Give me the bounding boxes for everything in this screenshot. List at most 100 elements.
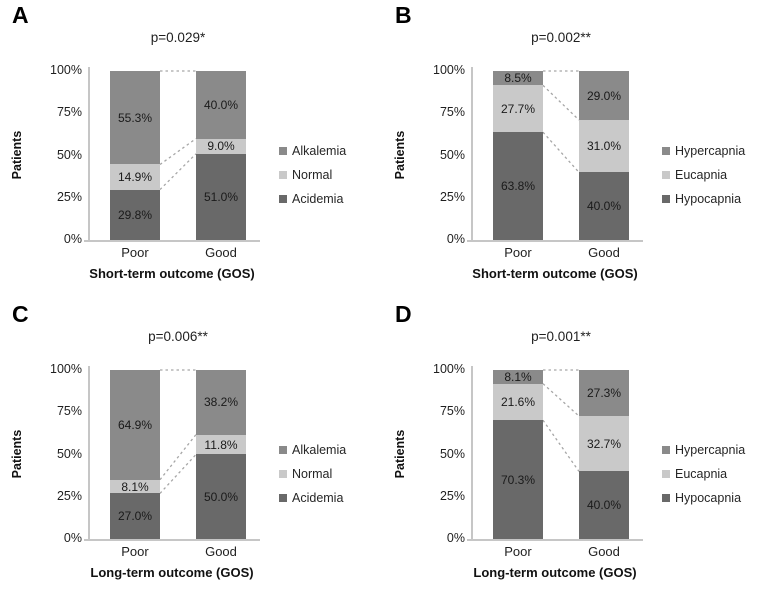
y-axis-title: Patients [10, 429, 24, 479]
legend-label: Hypocapnia [675, 192, 742, 206]
chart-panel-d: D p=0.001** Patients Long-term outcome (… [383, 299, 765, 598]
bar-segment-hypercapnia: 8.5% [493, 71, 543, 86]
stacked-bar-poor: 64.9% 8.1% 27.0% [110, 370, 160, 539]
segment-value-label: 27.0% [117, 509, 153, 524]
legend-label: Alkalemia [292, 443, 347, 457]
bar-segment-hypercapnia: 8.1% [493, 370, 543, 384]
y-tick-label: 100% [50, 63, 82, 77]
bar-segment-alkalemia: 64.9% [110, 370, 160, 480]
y-tick-label: 100% [433, 362, 465, 376]
segment-value-label: 31.0% [586, 139, 622, 154]
x-axis-title: Short-term outcome (GOS) [472, 266, 638, 281]
y-tick-label: 25% [439, 189, 465, 204]
y-axis-title: Patients [10, 130, 24, 180]
bar-segment-acidemia: 51.0% [196, 153, 246, 240]
bar-segment-normal: 11.8% [196, 434, 246, 455]
legend-swatch-icon [279, 147, 287, 155]
segment-value-label: 27.3% [586, 386, 622, 401]
legend-item-hypocapnia: Hypocapnia [662, 491, 745, 505]
legend: Hypercapnia Eucapnia Hypocapnia [662, 443, 745, 505]
x-category-label: Poor [504, 245, 532, 260]
legend-swatch-icon [279, 446, 287, 454]
y-tick-label: 25% [439, 488, 465, 503]
x-axis-title: Long-term outcome (GOS) [90, 565, 254, 580]
legend-swatch-icon [662, 195, 670, 203]
legend-label: Hypercapnia [675, 443, 746, 457]
legend-label: Normal [292, 168, 333, 182]
bar-segment-normal: 9.0% [196, 138, 246, 154]
stacked-bar-poor: 55.3% 14.9% 29.8% [110, 71, 160, 240]
y-axis-title: Patients [393, 429, 407, 479]
x-category-label: Poor [121, 544, 149, 559]
y-tick-label: 50% [439, 147, 465, 162]
legend: Hypercapnia Eucapnia Hypocapnia [662, 144, 745, 206]
bar-segment-hypocapnia: 70.3% [493, 420, 543, 539]
segment-value-label: 55.3% [117, 110, 153, 125]
segment-value-label: 27.7% [500, 101, 536, 116]
segment-value-label: 8.5% [504, 71, 532, 86]
y-tick-label: 100% [433, 63, 465, 77]
y-tick-label: 100% [50, 362, 82, 376]
y-tick-label: 75% [56, 105, 82, 120]
dashed-connector [542, 383, 580, 417]
bar-segment-hypocapnia: 63.8% [493, 132, 543, 240]
bar-segment-hypocapnia: 40.0% [579, 471, 629, 539]
x-axis-title: Long-term outcome (GOS) [473, 565, 637, 580]
panel-letter: B [395, 2, 413, 28]
y-tick-label: 75% [439, 404, 465, 419]
segment-value-label: 8.1% [121, 479, 149, 494]
legend-label: Eucapnia [675, 467, 728, 481]
x-axis-line [84, 240, 260, 242]
p-value-label: p=0.006** [148, 329, 208, 344]
p-value-label: p=0.001** [531, 329, 591, 344]
bar-segment-eucapnia: 31.0% [579, 120, 629, 173]
x-axis-title: Short-term outcome (GOS) [89, 266, 255, 281]
stacked-bar-good: 40.0% 9.0% 51.0% [196, 71, 246, 240]
bar-segment-eucapnia: 21.6% [493, 383, 543, 421]
stacked-bar-good: 27.3% 32.7% 40.0% [579, 370, 629, 539]
x-axis-line [467, 539, 643, 541]
segment-value-label: 63.8% [500, 179, 536, 194]
segment-value-label: 40.0% [586, 199, 622, 214]
dashed-connector [159, 153, 197, 191]
segment-value-label: 38.2% [203, 395, 239, 410]
legend-label: Normal [292, 467, 333, 481]
y-axis-title: Patients [393, 130, 407, 180]
x-category-label: Poor [504, 544, 532, 559]
y-axis-line [88, 67, 90, 242]
y-tick-label: 0% [63, 531, 82, 545]
bar-segment-normal: 14.9% [110, 164, 160, 190]
panel-letter: D [395, 301, 413, 327]
bar-segment-hypocapnia: 40.0% [579, 172, 629, 240]
legend-swatch-icon [279, 494, 287, 502]
segment-value-label: 21.6% [500, 394, 536, 409]
bar-segment-acidemia: 50.0% [196, 454, 246, 539]
legend-swatch-icon [662, 171, 670, 179]
x-category-label: Poor [121, 245, 149, 260]
x-category-label: Good [588, 245, 620, 260]
legend-label: Hypocapnia [675, 491, 742, 505]
bar-segment-alkalemia: 55.3% [110, 71, 160, 165]
p-value-label: p=0.029* [150, 30, 206, 45]
legend-swatch-icon [662, 494, 670, 502]
legend-item-normal: Normal [279, 168, 346, 182]
dashed-connector [159, 138, 197, 166]
y-axis-line [88, 366, 90, 541]
y-tick-label: 50% [439, 446, 465, 461]
legend-label: Hypercapnia [675, 144, 746, 158]
legend-label: Acidemia [292, 192, 344, 206]
legend-item-hypercapnia: Hypercapnia [662, 144, 745, 158]
legend: Alkalemia Normal Acidemia [279, 443, 346, 505]
legend-item-hypocapnia: Hypocapnia [662, 192, 745, 206]
segment-value-label: 40.0% [586, 498, 622, 513]
bar-segment-acidemia: 29.8% [110, 189, 160, 240]
segment-value-label: 14.9% [117, 170, 153, 185]
stacked-bar-poor: 8.1% 21.6% 70.3% [493, 370, 543, 539]
legend: Alkalemia Normal Acidemia [279, 144, 346, 206]
x-category-label: Good [205, 245, 237, 260]
legend-swatch-icon [662, 147, 670, 155]
legend-item-acidemia: Acidemia [279, 491, 346, 505]
segment-value-label: 32.7% [586, 436, 622, 451]
y-tick-label: 0% [63, 232, 82, 246]
